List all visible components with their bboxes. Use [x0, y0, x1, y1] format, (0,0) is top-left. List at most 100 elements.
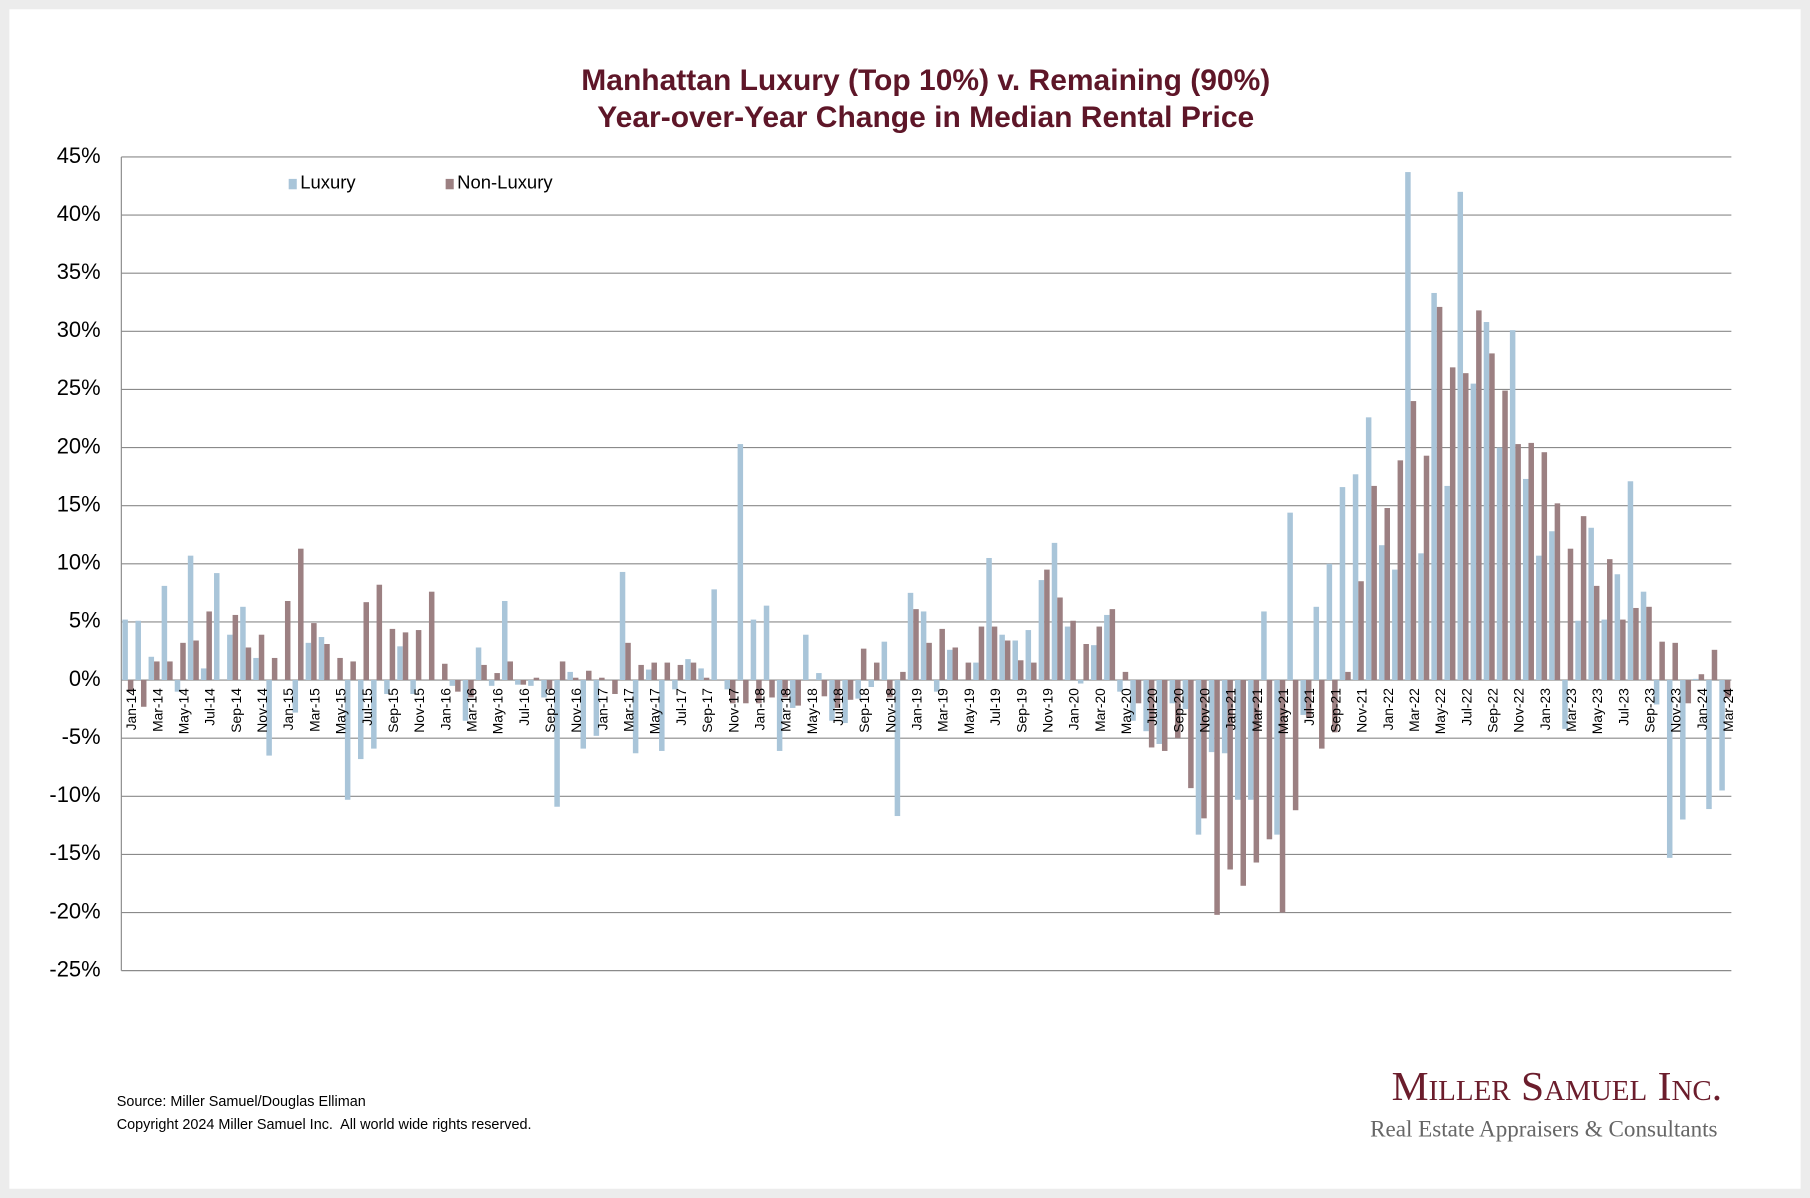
bar [986, 557, 992, 681]
bar [1549, 531, 1555, 681]
bar [1418, 553, 1424, 681]
bar [1064, 626, 1071, 681]
bar [1235, 680, 1241, 800]
x-tick-label: Sep-21 [1327, 688, 1343, 733]
bar [311, 623, 317, 681]
x-tick-label: Sep-18 [856, 688, 872, 733]
source-note: Source: Miller Samuel/Douglas Elliman [117, 1094, 366, 1110]
bar [298, 548, 304, 681]
bar [894, 680, 901, 817]
bar [1057, 597, 1063, 681]
x-tick-label: May-14 [176, 688, 192, 734]
bar [363, 602, 369, 681]
bar [1397, 460, 1404, 681]
bar [167, 661, 173, 681]
bar [572, 677, 579, 681]
bar [1515, 444, 1521, 681]
x-tick-label: Jan-18 [751, 688, 767, 731]
bar [1633, 607, 1639, 681]
x-tick-label: Jan-16 [437, 688, 453, 731]
bar [1567, 548, 1574, 681]
x-tick-label: Jul-14 [202, 688, 218, 726]
x-tick-label: Jan-17 [594, 688, 610, 730]
bar [803, 634, 809, 681]
bar [1044, 569, 1050, 681]
bar [1554, 503, 1561, 681]
bar [1031, 662, 1037, 681]
x-tick-label: Jan-22 [1380, 688, 1396, 730]
bar [737, 444, 744, 681]
bar [1339, 487, 1346, 681]
bar [1292, 680, 1299, 811]
bar [763, 605, 770, 681]
bar [1706, 680, 1712, 810]
bar [475, 647, 482, 681]
bar [860, 648, 867, 681]
bar [1261, 611, 1267, 681]
x-tick-label: Mar-19 [935, 688, 951, 732]
bar [913, 609, 919, 681]
bar [318, 637, 325, 681]
x-tick-label: Sep-23 [1642, 688, 1658, 733]
x-tick-label: Sep-19 [1013, 688, 1029, 733]
bar [376, 584, 383, 681]
bar [1378, 545, 1385, 681]
bar [1457, 191, 1464, 681]
bar [1300, 680, 1306, 715]
bar [533, 677, 540, 681]
bar [743, 680, 749, 704]
bar [1463, 373, 1469, 681]
bar [625, 642, 631, 681]
x-tick-label: Mar-18 [778, 688, 794, 732]
bar [1685, 680, 1692, 704]
bar [973, 662, 979, 681]
bar [442, 663, 448, 681]
bar [907, 592, 914, 681]
bar [1698, 674, 1705, 681]
x-tick-label: Jul-23 [1615, 688, 1631, 726]
bar [567, 671, 573, 681]
bar [855, 680, 861, 699]
bar [1274, 680, 1280, 835]
bar [1627, 481, 1634, 681]
bar [900, 671, 906, 681]
bar [1156, 680, 1162, 744]
bar [1653, 680, 1660, 705]
y-tick-label: -10% [49, 782, 100, 807]
bar [659, 680, 665, 751]
bar [284, 600, 291, 681]
x-tick-label: Jan-14 [123, 688, 139, 731]
bar [1017, 660, 1024, 681]
bar [612, 680, 618, 694]
bar [1431, 292, 1437, 681]
bar [685, 659, 691, 681]
bar [214, 573, 220, 681]
bar [1575, 620, 1581, 681]
bar [1135, 680, 1142, 704]
bar [1148, 680, 1155, 748]
bar [1208, 680, 1215, 753]
y-tick-label: -5% [62, 724, 101, 749]
x-tick-label: Nov-16 [568, 688, 584, 733]
x-tick-label: Jan-21 [1223, 688, 1239, 731]
bar [292, 680, 299, 713]
chart-title: Manhattan Luxury (Top 10%) v. Remaining … [581, 64, 1270, 97]
bar [952, 647, 959, 681]
x-tick-label: Nov-18 [882, 688, 898, 733]
bar [1188, 680, 1194, 789]
bar [1175, 680, 1181, 739]
bar [1279, 680, 1286, 913]
bar [881, 641, 888, 681]
bar [350, 661, 356, 681]
y-tick-label: 15% [57, 491, 101, 516]
bar [1405, 172, 1411, 681]
bar [193, 640, 199, 681]
bar [868, 680, 874, 688]
bar [494, 673, 500, 681]
bar [724, 680, 731, 690]
x-tick-label: Jan-24 [1694, 688, 1710, 731]
bar [965, 662, 972, 681]
chart-subtitle: Year-over-Year Change in Median Rental P… [597, 101, 1254, 134]
x-tick-label: Nov-19 [1039, 688, 1055, 733]
bar [638, 664, 644, 681]
